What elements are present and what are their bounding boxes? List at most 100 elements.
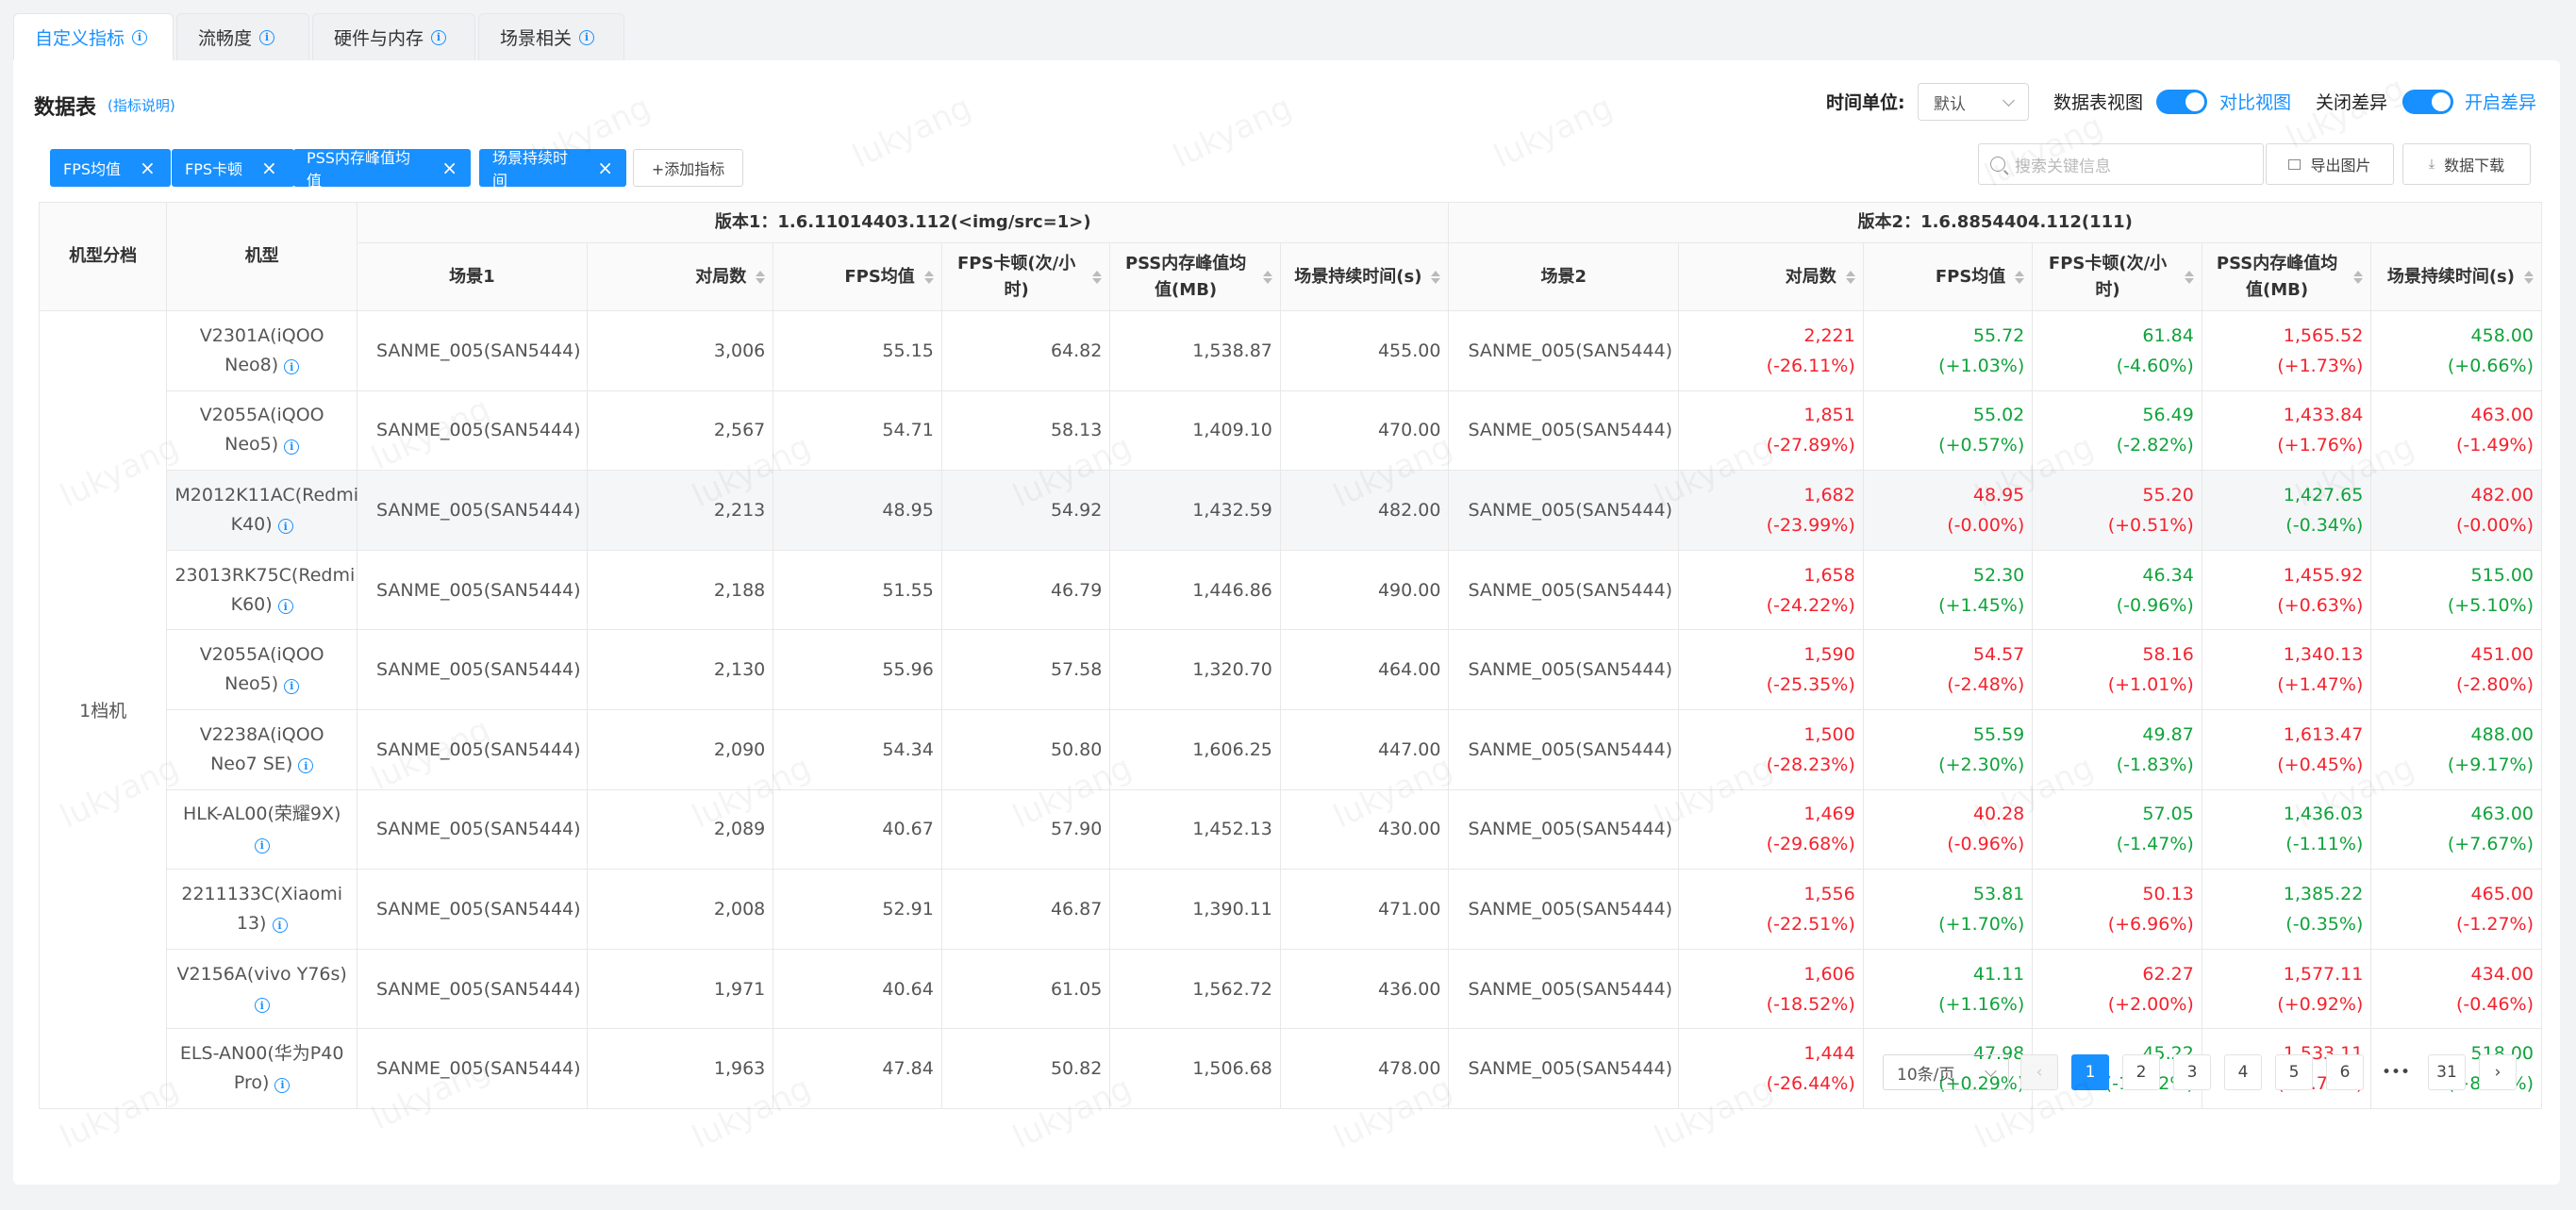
- diff-cell: 1,436.03 (-1.11%): [2201, 788, 2372, 870]
- page-size-select[interactable]: 10条/页: [1883, 1054, 2009, 1090]
- time-unit-select[interactable]: 默认: [1918, 83, 2029, 121]
- sort-icon[interactable]: [1431, 270, 1441, 284]
- header-metric[interactable]: PSS内存峰值均值(MB): [2201, 242, 2372, 311]
- diff-percent: (-1.83%): [2116, 754, 2194, 775]
- value: 55.20: [2142, 484, 2194, 506]
- value: 482.00: [2470, 484, 2534, 506]
- page-button[interactable]: 5: [2275, 1054, 2313, 1090]
- value-cell: 1,963: [586, 1028, 774, 1109]
- prev-page-button[interactable]: ‹: [2020, 1054, 2058, 1090]
- info-icon[interactable]: i: [298, 758, 314, 774]
- info-icon[interactable]: i: [579, 29, 595, 45]
- sort-icon[interactable]: [1262, 270, 1272, 284]
- info-icon[interactable]: i: [284, 359, 300, 375]
- compare-view-link[interactable]: 对比视图: [2219, 92, 2292, 113]
- value: 54.57: [1972, 644, 2025, 666]
- info-icon[interactable]: i: [277, 519, 293, 535]
- page-button[interactable]: 2: [2122, 1054, 2160, 1090]
- metric-chip[interactable]: FPS均值 ×: [50, 149, 171, 187]
- diff-cell: 48.95 (-0.00%): [1862, 470, 2034, 551]
- info-icon[interactable]: i: [284, 678, 300, 694]
- value: 55.02: [1972, 405, 2025, 426]
- value-cell: 2,213: [586, 470, 774, 551]
- diff-percent: (-2.80%): [2455, 674, 2534, 696]
- diff-percent: (-0.35%): [2285, 913, 2364, 935]
- diff-percent: (-0.34%): [2285, 514, 2364, 536]
- header-metric[interactable]: FPS均值: [773, 242, 942, 311]
- tab-scene[interactable]: 场景相关 i: [478, 13, 624, 60]
- diff-on-link[interactable]: 开启差异: [2465, 92, 2537, 113]
- tab-hardware-memory[interactable]: 硬件与内存 i: [312, 13, 475, 60]
- sort-icon[interactable]: [2015, 270, 2025, 284]
- value: 57.05: [2142, 804, 2194, 825]
- tab-smoothness[interactable]: 流畅度 i: [176, 13, 309, 60]
- header-label: 场景持续时间(s): [1294, 266, 1422, 287]
- info-icon[interactable]: i: [259, 29, 275, 45]
- next-page-button[interactable]: ›: [2479, 1054, 2517, 1090]
- data-table-panel: 数据表 (指标说明) 时间单位: 默认 数据表视图 对比视图 关闭差异 开启差异…: [13, 60, 2560, 1185]
- scene-cell: SANME_005(SAN5444): [356, 629, 588, 710]
- sort-icon[interactable]: [1092, 270, 1103, 284]
- value-cell: 54.92: [940, 470, 1111, 551]
- value: 1,444: [1803, 1043, 1855, 1065]
- sort-icon[interactable]: [2524, 270, 2534, 284]
- info-icon[interactable]: i: [277, 599, 293, 615]
- add-metric-button[interactable]: +添加指标: [633, 149, 743, 187]
- header-metric[interactable]: PSS内存峰值均值(MB): [1109, 242, 1281, 311]
- value: 1,851: [1803, 405, 1855, 426]
- diff-percent: (+1.16%): [1938, 993, 2025, 1015]
- value: 1,433.84: [2283, 405, 2364, 426]
- page-button[interactable]: 1: [2071, 1054, 2109, 1090]
- metric-chip[interactable]: FPS卡顿 ×: [172, 149, 294, 187]
- search-input[interactable]: 搜索关键信息: [1978, 143, 2264, 185]
- info-icon[interactable]: i: [132, 29, 148, 45]
- header-metric[interactable]: 对局数: [586, 242, 774, 311]
- page-ellipsis[interactable]: •••: [2377, 1054, 2415, 1090]
- scene-cell: SANME_005(SAN5444): [1448, 390, 1680, 472]
- info-icon[interactable]: i: [254, 837, 270, 854]
- info-icon[interactable]: i: [274, 1077, 291, 1093]
- page-button[interactable]: 6: [2326, 1054, 2364, 1090]
- page-button[interactable]: 4: [2224, 1054, 2262, 1090]
- info-icon[interactable]: i: [431, 29, 447, 45]
- sort-icon[interactable]: [923, 270, 934, 284]
- page-button[interactable]: 3: [2173, 1054, 2211, 1090]
- sort-icon[interactable]: [2353, 270, 2364, 284]
- header-metric[interactable]: 对局数: [1678, 242, 1864, 311]
- info-icon[interactable]: i: [254, 998, 270, 1014]
- tab-custom-metrics[interactable]: 自定义指标 i: [13, 13, 174, 60]
- close-icon[interactable]: ×: [597, 157, 613, 179]
- header-metric[interactable]: 场景持续时间(s): [2370, 242, 2542, 311]
- close-icon[interactable]: ×: [441, 157, 457, 179]
- model-name: V2055A(iQOO Neo5): [199, 644, 324, 695]
- diff-percent: (-24.22%): [1766, 594, 1855, 616]
- info-icon[interactable]: i: [284, 439, 300, 455]
- info-icon[interactable]: i: [272, 918, 288, 934]
- metric-chip[interactable]: 场景持续时间 ×: [479, 149, 626, 190]
- close-icon[interactable]: ×: [261, 157, 277, 179]
- header-metric[interactable]: FPS卡顿(次/小时): [940, 242, 1111, 311]
- metric-help-link[interactable]: (指标说明): [108, 97, 175, 114]
- download-button[interactable]: ⤓ 数据下载: [2402, 143, 2531, 185]
- diff-toggle[interactable]: [2402, 90, 2453, 114]
- sort-icon[interactable]: [2184, 270, 2194, 284]
- sort-icon[interactable]: [1845, 270, 1855, 284]
- sort-icon[interactable]: [756, 270, 766, 284]
- tier-cell: 1档机: [38, 310, 168, 1109]
- search-placeholder: 搜索关键信息: [2015, 157, 2111, 176]
- header-metric[interactable]: FPS卡顿(次/小时): [2032, 242, 2202, 311]
- header-metric[interactable]: FPS均值: [1862, 242, 2034, 311]
- close-icon[interactable]: ×: [140, 157, 156, 179]
- view-toggle[interactable]: [2156, 90, 2207, 114]
- diff-percent: (+0.57%): [1938, 435, 2025, 456]
- header-metric[interactable]: 场景持续时间(s): [1279, 242, 1450, 311]
- model-cell: ELS-AN00(华为P40 Pro) i: [166, 1028, 357, 1109]
- header-label: 对局数: [695, 266, 747, 287]
- time-unit-value: 默认: [1934, 94, 1966, 114]
- metric-chip[interactable]: PSS内存峰值均值 ×: [293, 149, 471, 190]
- tab-label: 流畅度: [198, 28, 253, 49]
- model-name: M2012K11AC(Redmi K40): [175, 484, 359, 535]
- export-image-button[interactable]: 导出图片: [2266, 143, 2394, 185]
- diff-cell: 1,427.65 (-0.34%): [2201, 470, 2372, 551]
- page-button[interactable]: 31: [2428, 1054, 2466, 1090]
